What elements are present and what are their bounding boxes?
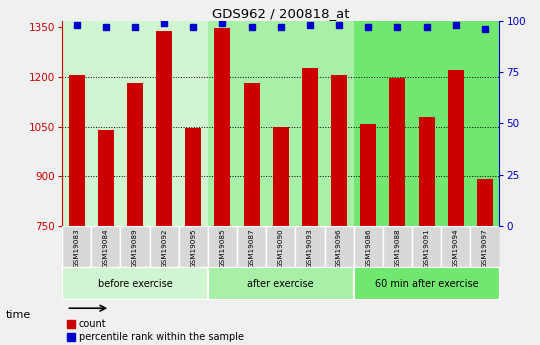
Text: GSM19084: GSM19084 (103, 229, 109, 268)
Title: GDS962 / 200818_at: GDS962 / 200818_at (212, 7, 349, 20)
Bar (98, 130, 114, 226)
Bar (302, 68, 318, 226)
Bar (179, 226, 208, 267)
Bar (62, 21, 208, 226)
Text: GSM19095: GSM19095 (190, 229, 197, 268)
Bar (470, 226, 500, 267)
Text: GSM19089: GSM19089 (132, 229, 138, 268)
Text: GSM19090: GSM19090 (278, 229, 284, 268)
Bar (208, 226, 237, 267)
Bar (120, 226, 150, 267)
Bar (150, 226, 179, 267)
Bar (448, 70, 464, 226)
Text: after exercise: after exercise (247, 279, 314, 289)
Bar (383, 226, 412, 267)
Bar (214, 28, 231, 226)
Bar (127, 82, 143, 226)
Bar (91, 226, 120, 267)
Bar (477, 179, 493, 226)
Bar (156, 31, 172, 226)
Text: GSM19083: GSM19083 (73, 229, 80, 268)
Bar (389, 78, 406, 226)
Text: GSM19087: GSM19087 (248, 229, 255, 268)
Bar (354, 21, 500, 226)
Bar (354, 267, 500, 300)
Text: time: time (5, 310, 31, 319)
Text: GSM19097: GSM19097 (482, 229, 488, 268)
Text: GSM19088: GSM19088 (394, 229, 401, 268)
Bar (208, 21, 354, 226)
Bar (69, 75, 85, 226)
Text: GSM19085: GSM19085 (219, 229, 226, 268)
Text: before exercise: before exercise (98, 279, 172, 289)
Bar (354, 226, 383, 267)
Bar (237, 226, 266, 267)
Bar (208, 267, 354, 300)
Bar (295, 226, 325, 267)
Bar (62, 226, 91, 267)
Text: GSM19091: GSM19091 (423, 229, 430, 268)
Bar (331, 75, 347, 226)
Legend: count, percentile rank within the sample: count, percentile rank within the sample (67, 319, 244, 342)
Bar (412, 226, 441, 267)
Bar (244, 83, 260, 226)
Bar (418, 117, 435, 226)
Text: GSM19093: GSM19093 (307, 229, 313, 268)
Bar (185, 128, 201, 226)
Bar (325, 226, 354, 267)
Bar (62, 267, 208, 300)
Text: GSM19094: GSM19094 (453, 229, 459, 268)
Text: GSM19086: GSM19086 (365, 229, 372, 268)
Bar (266, 226, 295, 267)
Text: GSM19096: GSM19096 (336, 229, 342, 268)
Bar (360, 124, 376, 226)
Bar (441, 226, 470, 267)
Bar (273, 127, 289, 226)
Text: GSM19092: GSM19092 (161, 229, 167, 268)
Text: 60 min after exercise: 60 min after exercise (375, 279, 478, 289)
